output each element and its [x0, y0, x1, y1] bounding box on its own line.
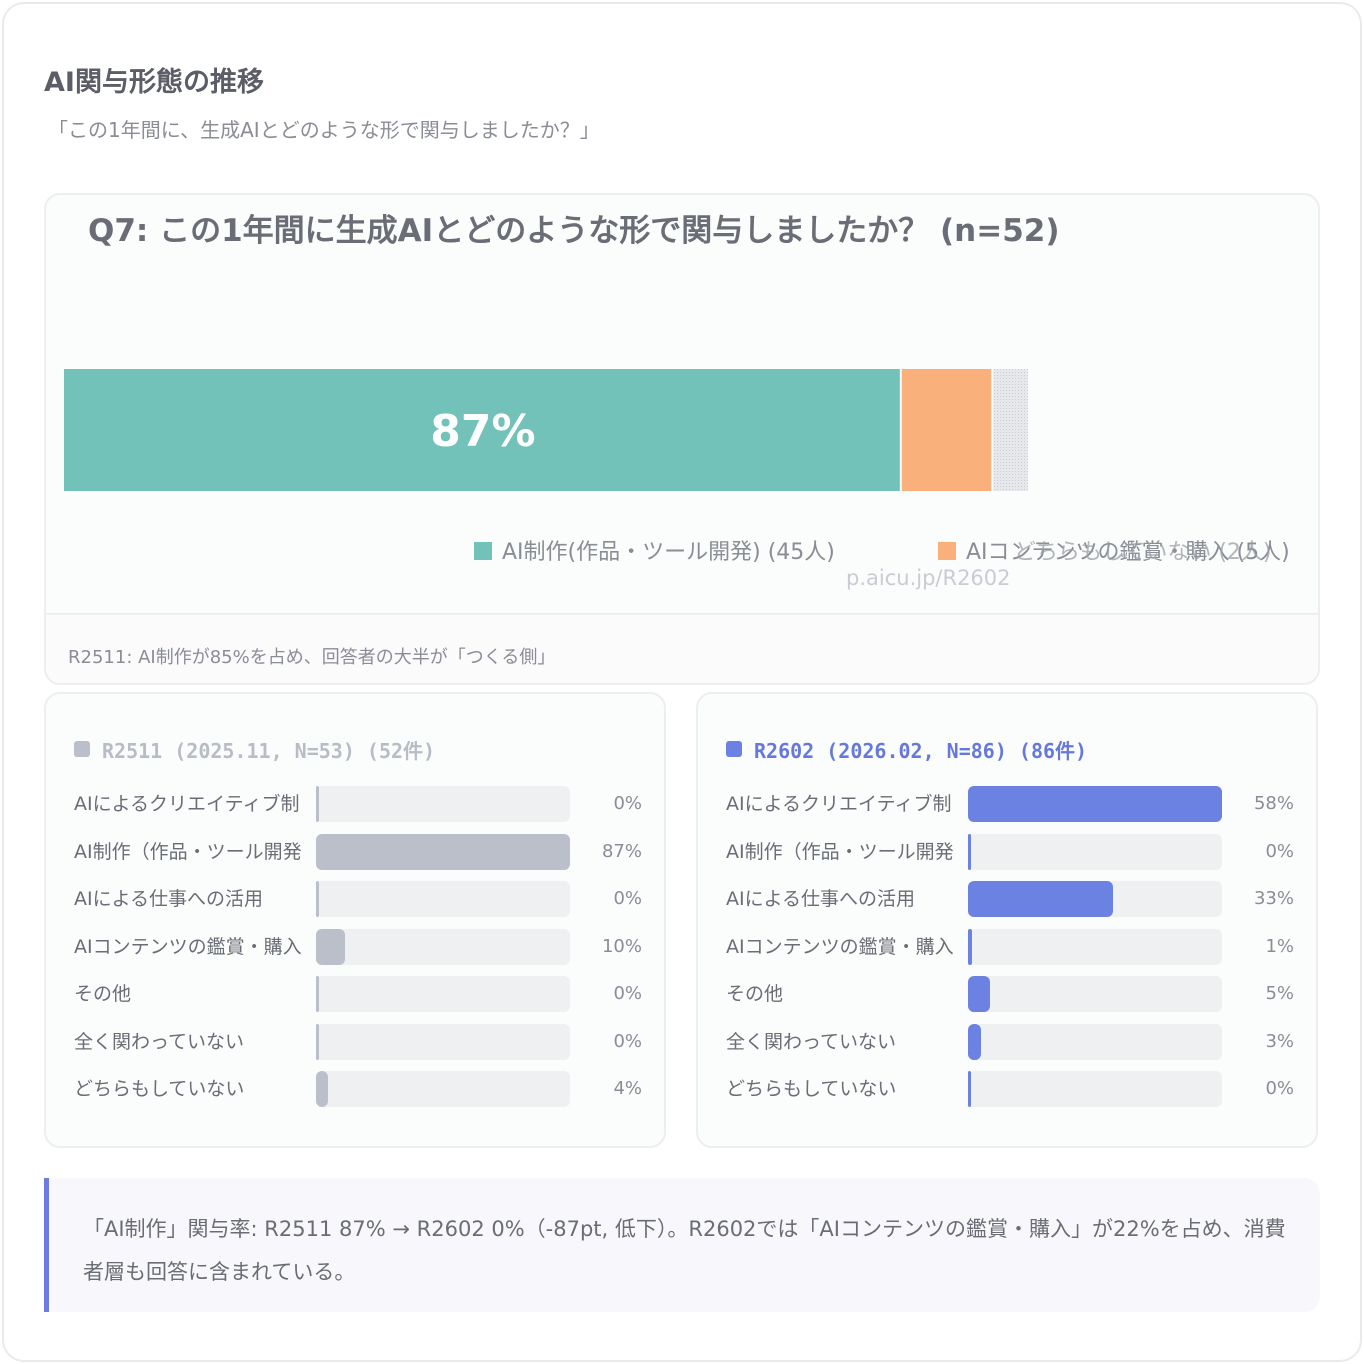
- bar-track: [316, 833, 570, 870]
- bar-track: [968, 1071, 1222, 1107]
- bar-value-label: 33%: [1253, 888, 1294, 909]
- legend-swatch: [474, 542, 492, 560]
- bar-rows: AIによるクリエイティブ制 58% AI制作（作品・ツール開発 0% AIによる仕事への…: [726, 786, 1294, 1119]
- stacked-chart-card: Q7: この1年間に生成AIとどのような形で関与しましたか？ (n=52) 87…: [44, 193, 1320, 685]
- bar-row: AIによる仕事への活用 33%: [726, 881, 1294, 929]
- bar-track: [316, 1023, 570, 1060]
- bar-value-label: 87%: [601, 840, 642, 862]
- bar-label: AI制作（作品・ツール開発: [726, 840, 954, 863]
- bar-row: AI制作（作品・ツール開発 87%: [74, 833, 642, 882]
- bar-fill: [968, 928, 973, 965]
- legend-swatch: [74, 741, 90, 757]
- bar-label: AIコンテンツの鑑賞・購入: [74, 935, 302, 958]
- bar-value-label: 0%: [1265, 840, 1294, 862]
- bar-fill: [968, 1023, 982, 1060]
- summary-note-text: 「AI制作」関与率: R2511 87% → R2602 0%（-87pt, 低…: [83, 1217, 1286, 1284]
- panel-header: R2602 (2026.02, N=86) (86件): [726, 736, 1088, 763]
- bar-segment-label: 87%: [430, 406, 535, 457]
- bar-row: AI制作（作品・ツール開発 0%: [726, 833, 1294, 882]
- bar-track: [316, 976, 570, 1012]
- bar-segment-0: [64, 369, 900, 491]
- bar-label: 全く関わっていない: [74, 1030, 245, 1053]
- bar-fill: [968, 881, 1113, 917]
- legend-swatch: [726, 741, 742, 757]
- legend-swatch: [938, 542, 956, 560]
- bar-fill: [968, 976, 990, 1012]
- panel-header: R2511 (2025.11, N=53) (52件): [74, 736, 436, 763]
- bar-fill: [968, 833, 971, 870]
- bar-label: AI制作（作品・ツール開発: [74, 840, 302, 863]
- bar-track: [968, 786, 1222, 822]
- bar-row: AIによるクリエイティブ制 58%: [726, 786, 1294, 834]
- bar-fill: [316, 1023, 319, 1060]
- bar-track: [968, 976, 1222, 1012]
- bar-value-label: 0%: [613, 888, 642, 909]
- panel-title: R2511 (2025.11, N=53) (52件): [102, 738, 436, 763]
- bar-row: どちらもしていない 0%: [726, 1071, 1294, 1119]
- bar-row: どちらもしていない 4%: [74, 1071, 642, 1119]
- bar-fill: [316, 1071, 328, 1107]
- bar-value-label: 0%: [613, 983, 642, 1004]
- bar-segment-1: [901, 369, 992, 491]
- bar-track: [968, 1023, 1222, 1060]
- legend-label: AIコンテンツの鑑賞・購入 (5人): [966, 540, 1290, 565]
- panel-title: R2602 (2026.02, N=86) (86件): [754, 738, 1088, 763]
- bar-label: その他: [74, 983, 132, 1005]
- bar-row: AIコンテンツの鑑賞・購入 1%: [726, 928, 1294, 977]
- bar-rows: AIによるクリエイティブ制 0% AI制作（作品・ツール開発 87% AIによる仕事への…: [74, 786, 642, 1119]
- bar-track: [968, 881, 1222, 917]
- bar-fill: [968, 1071, 971, 1107]
- bar-track: [316, 786, 570, 822]
- stacked-bar-chart: Q7: この1年間に生成AIとどのような形で関与しましたか？ (n=52) 87…: [64, 213, 1290, 590]
- bar-track: [968, 833, 1222, 870]
- bar-label: AIによる仕事への活用: [726, 888, 916, 910]
- bar-track: [968, 928, 1222, 965]
- chart-caption: R2511: AI制作が85%を占め、回答者の大半が「つくる側」: [68, 647, 556, 668]
- bar-label: AIによる仕事への活用: [74, 888, 264, 910]
- bar-label: AIによるクリエイティブ制: [726, 793, 952, 815]
- bar-fill: [316, 976, 319, 1012]
- bar-fill: [316, 928, 346, 965]
- bar-value-label: 58%: [1253, 793, 1294, 814]
- panel-r2511: R2511 (2025.11, N=53) (52件) AIによるクリエイティブ…: [44, 692, 666, 1148]
- bar-value-label: 3%: [1265, 1030, 1294, 1052]
- bar-value-label: 0%: [613, 1030, 642, 1052]
- bar-track: [316, 1071, 570, 1107]
- bar-label: 全く関わっていない: [726, 1030, 897, 1053]
- bar-row: 全く関わっていない 0%: [74, 1023, 642, 1072]
- bar-label: どちらもしていない: [74, 1078, 245, 1100]
- bar-track: [316, 928, 570, 965]
- bar-label: その他: [726, 983, 784, 1005]
- summary-note: 「AI制作」関与率: R2511 87% → R2602 0%（-87pt, 低…: [44, 1178, 1320, 1312]
- bar-track: [316, 881, 570, 917]
- bar-value-label: 0%: [613, 793, 642, 814]
- bar-segment-2: [993, 369, 1028, 491]
- chart-title: Q7: この1年間に生成AIとどのような形で関与しましたか？ (n=52): [88, 213, 1060, 249]
- watermark: p.aicu.jp/R2602: [846, 566, 1011, 590]
- legend-label-overlap: どちらもしていない (2人): [1014, 540, 1272, 565]
- bar-value-label: 0%: [1265, 1078, 1294, 1099]
- bar-value-label: 5%: [1265, 983, 1294, 1004]
- bar-row: AIコンテンツの鑑賞・購入 10%: [74, 928, 642, 977]
- panel-r2602: R2602 (2026.02, N=86) (86件) AIによるクリエイティブ…: [696, 692, 1318, 1148]
- page-title: AI関与形態の推移: [44, 67, 264, 98]
- bar-row: その他 5%: [726, 976, 1294, 1024]
- bar-label: AIによるクリエイティブ制: [74, 793, 300, 815]
- legend-label: AI制作(作品・ツール開発) (45人): [502, 540, 835, 565]
- bar-value-label: 4%: [613, 1078, 642, 1099]
- bar-fill: [316, 786, 319, 822]
- bar-row: 全く関わっていない 3%: [726, 1023, 1294, 1072]
- bar-row: AIによる仕事への活用 0%: [74, 881, 642, 929]
- bar-label: AIコンテンツの鑑賞・購入: [726, 935, 954, 958]
- bar-label: どちらもしていない: [726, 1078, 897, 1100]
- bar-value-label: 1%: [1265, 935, 1294, 957]
- chart-caption-bar: R2511: AI制作が85%を占め、回答者の大半が「つくる側」: [46, 613, 1318, 683]
- bar-fill: [968, 786, 1222, 822]
- bar-fill: [316, 881, 319, 917]
- bar-row: AIによるクリエイティブ制 0%: [74, 786, 642, 834]
- bar-row: その他 0%: [74, 976, 642, 1024]
- page-subtitle: 「この1年間に、生成AIとどのような形で関与しましたか？」: [48, 118, 600, 142]
- bar-value-label: 10%: [601, 935, 642, 957]
- bar-fill: [316, 833, 570, 870]
